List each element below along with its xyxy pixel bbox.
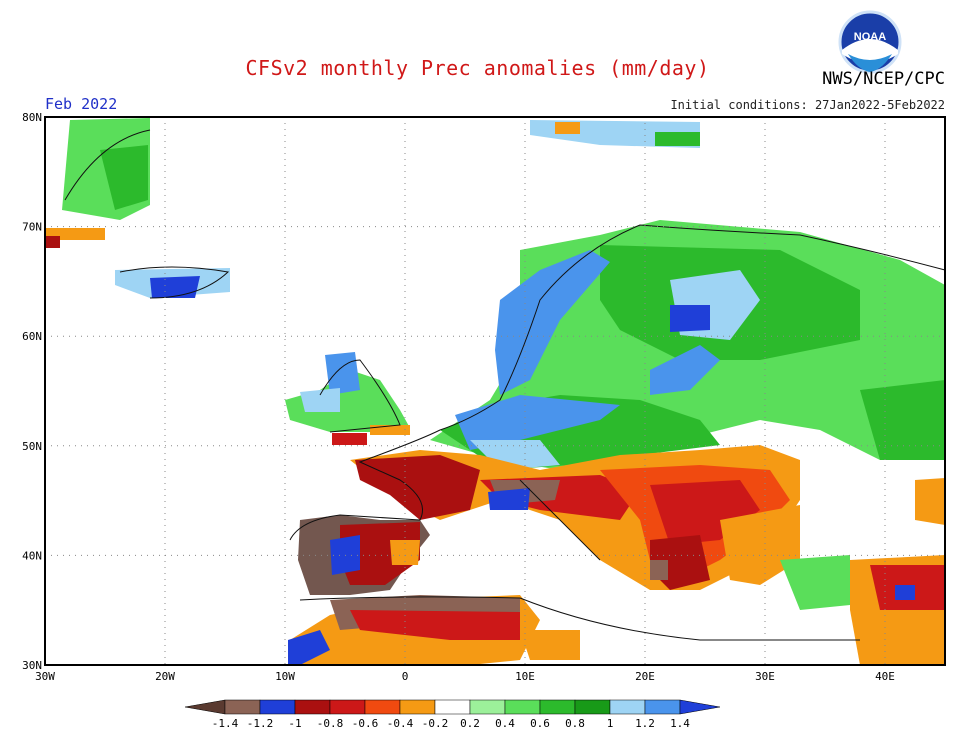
uk-wet	[285, 370, 410, 432]
turkey-wet	[780, 555, 850, 610]
lon-label: 10W	[275, 670, 295, 683]
greece-brown	[650, 560, 668, 580]
uk-wet-high	[325, 352, 360, 395]
colorbar-label: 0.2	[460, 717, 480, 730]
lat-label: 70N	[22, 221, 42, 234]
colorbar-label: 0.8	[565, 717, 585, 730]
greenland-wet-core	[100, 145, 148, 210]
lat-label: 40N	[22, 549, 42, 562]
scandinavia-wet-high	[495, 250, 610, 395]
iberia-orange	[390, 540, 420, 565]
longitude-labels: 30W 20W 10W 0 10E 20E 30E 40E	[35, 670, 895, 683]
lon-label: 30W	[35, 670, 55, 683]
colorbar-swatch	[609, 699, 646, 715]
colorbar-swatch	[364, 699, 401, 715]
finland-wet-core	[670, 305, 710, 332]
colorbar-swatch	[504, 699, 541, 715]
coast-greenland	[64, 129, 151, 201]
central-wet-high	[455, 395, 620, 450]
initial-conditions: Initial conditions: 27Jan2022-5Feb2022	[670, 98, 945, 112]
coast-europe	[289, 224, 946, 541]
colorbar-label: 1.2	[635, 717, 655, 730]
lon-label: 30E	[755, 670, 775, 683]
colorbar-label: -0.4	[387, 717, 414, 730]
coast-iceland	[119, 266, 230, 299]
latitude-labels: 80N 70N 60N 50N 40N 30N	[22, 111, 42, 672]
colorbar-label: 0.4	[495, 717, 515, 730]
logo-text: NOAA	[854, 31, 886, 43]
libya-dry	[520, 630, 580, 660]
coast-italy	[519, 479, 601, 561]
lat-label: 50N	[22, 440, 42, 453]
map-title: CFSv2 monthly Prec anomalies (mm/day)	[245, 56, 710, 80]
colorbar-swatch	[259, 699, 296, 715]
colorbar-swatch	[294, 699, 331, 715]
lat-label: 30N	[22, 659, 42, 672]
levant-blue	[895, 585, 915, 600]
colorbar-swatch	[434, 699, 471, 715]
colorbar-swatch	[539, 699, 576, 715]
lon-label: 0	[402, 670, 409, 683]
colorbar-label: 0.6	[530, 717, 550, 730]
colorbar-label: -1	[288, 717, 301, 730]
coastlines	[64, 129, 946, 641]
alps-blue	[488, 488, 530, 510]
morocco-blue	[288, 630, 330, 665]
turkey-dry	[720, 505, 800, 585]
colorbar-swatch	[329, 699, 366, 715]
colorbar-swatch	[644, 699, 681, 715]
anomaly-field	[45, 118, 945, 665]
france-dry-core	[355, 455, 480, 520]
caucasus-dry	[915, 478, 945, 525]
coast-uk	[319, 359, 401, 433]
biscay-dry	[332, 433, 367, 445]
nafrica-red	[350, 610, 520, 640]
coast-med	[299, 596, 860, 641]
map-frame	[44, 116, 946, 666]
iceland-core	[150, 276, 200, 298]
colorbar-swatch	[224, 699, 261, 715]
channel-dry	[370, 425, 410, 435]
graticule	[45, 117, 945, 665]
colorbar-label: -1.4	[212, 717, 239, 730]
colorbar-label: -0.6	[352, 717, 379, 730]
lon-label: 10E	[515, 670, 535, 683]
lat-label: 60N	[22, 330, 42, 343]
colorbar-swatch	[574, 699, 611, 715]
colorbar-label: -1.2	[247, 717, 274, 730]
lon-label: 20W	[155, 670, 175, 683]
svalbard-wet	[655, 132, 700, 146]
lat-label: 80N	[22, 111, 42, 124]
uk-wet-light	[300, 388, 340, 412]
greenland-dry-core	[45, 236, 60, 248]
colorbar-swatch	[469, 699, 506, 715]
colorbar-end-low	[184, 699, 226, 715]
agency-label: NWS/NCEP/CPC	[822, 69, 945, 89]
svalbard-dry	[555, 122, 580, 134]
lon-label: 20E	[635, 670, 655, 683]
noaa-logo: NOAA	[838, 10, 902, 74]
colorbar: -1.4 -1.2 -1 -0.8 -0.6 -0.4 -0.2 0.2 0.4 0.6 0.8 1 1…	[184, 699, 721, 730]
lon-label: 40E	[875, 670, 895, 683]
colorbar-label: 1	[607, 717, 614, 730]
forecast-month: Feb 2022	[45, 95, 118, 113]
colorbar-label: 1.4	[670, 717, 690, 730]
colorbar-label: -0.2	[422, 717, 449, 730]
colorbar-end-high	[679, 699, 721, 715]
colorbar-swatch	[399, 699, 436, 715]
baltic-wet-high	[650, 345, 720, 395]
russia-wet	[860, 380, 945, 460]
colorbar-label: -0.8	[317, 717, 344, 730]
